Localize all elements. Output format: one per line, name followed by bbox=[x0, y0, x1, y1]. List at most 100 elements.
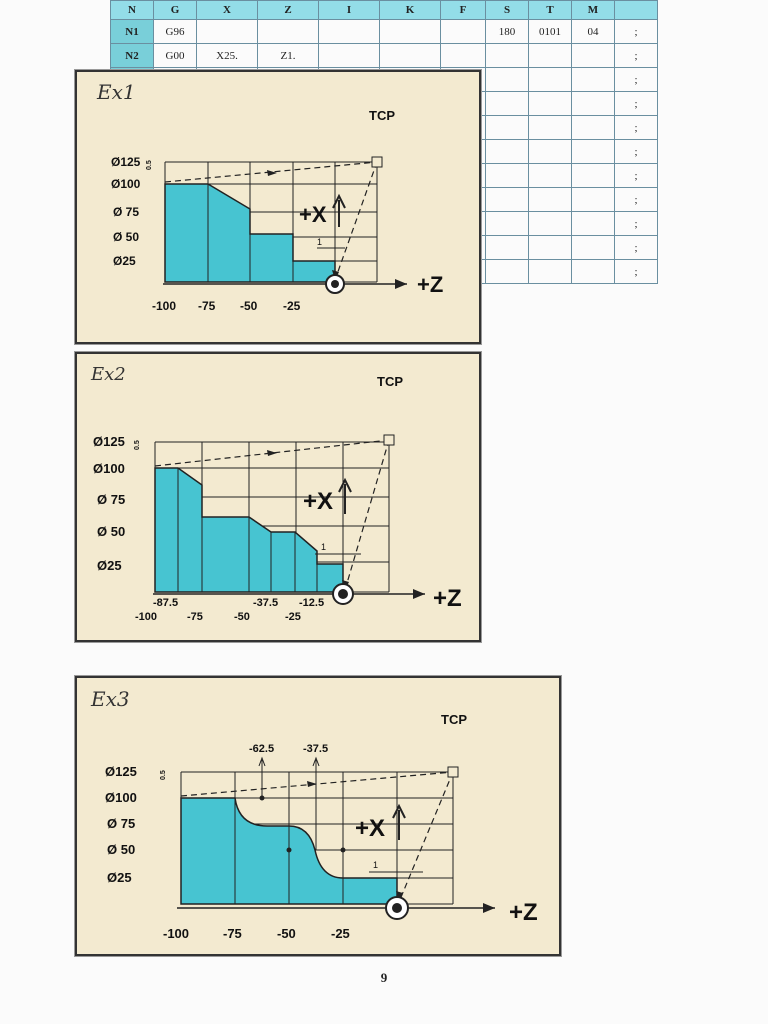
table-cell: ; bbox=[614, 43, 658, 68]
column-header: K bbox=[379, 0, 441, 20]
table-cell bbox=[485, 163, 529, 188]
column-header: M bbox=[571, 0, 615, 20]
table-cell bbox=[318, 43, 380, 68]
table-row: N1 G96 180 0101 04; bbox=[110, 19, 658, 44]
y-label-125: Ø125 bbox=[105, 764, 137, 779]
x-label-minus25: -25 bbox=[331, 926, 350, 941]
y-label-75: Ø 75 bbox=[113, 205, 139, 219]
dim-label: 1 bbox=[373, 860, 378, 870]
table-cell: X25. bbox=[196, 43, 258, 68]
table-cell: G96 bbox=[153, 19, 197, 44]
table-cell: G00 bbox=[153, 43, 197, 68]
table-cell bbox=[485, 139, 529, 164]
x-label-minus37-5: -37.5 bbox=[253, 597, 278, 609]
plus-z-label: +Z bbox=[509, 899, 538, 926]
x-label-minus75: -75 bbox=[198, 299, 216, 313]
column-header: X bbox=[196, 0, 258, 20]
table-row: N2 G00 X25. Z1.; bbox=[110, 43, 658, 68]
table-cell bbox=[571, 67, 615, 92]
table-cell bbox=[528, 139, 572, 164]
table-cell bbox=[485, 235, 529, 260]
table-cell bbox=[485, 43, 529, 68]
plus-x-label: +X bbox=[303, 488, 333, 515]
table-cell bbox=[571, 211, 615, 236]
table-cell: Z1. bbox=[257, 43, 319, 68]
x-label-minus50: -50 bbox=[234, 611, 250, 623]
page-number: 9 bbox=[380, 970, 388, 985]
y-label-125: Ø125 bbox=[93, 434, 125, 449]
table-cell: N2 bbox=[110, 43, 154, 68]
table-cell: ; bbox=[614, 19, 658, 44]
table-cell: ; bbox=[614, 67, 658, 92]
example-2-label: Ex2 bbox=[90, 364, 126, 385]
example-1-label: Ex1 bbox=[96, 80, 136, 104]
y-label-50: Ø 50 bbox=[113, 230, 139, 244]
tcp-label: TCP bbox=[441, 712, 467, 727]
allowance-label: 0.5 bbox=[134, 440, 141, 450]
x-label-minus12-5: -12.5 bbox=[299, 597, 324, 609]
table-cell bbox=[318, 19, 380, 44]
column-header: G bbox=[153, 0, 197, 20]
table-cell bbox=[528, 67, 572, 92]
example-2-panel: Ex2 TCP +Z +X 1 Ø125 Ø100 Ø 75 Ø 50 Ø25 … bbox=[75, 352, 481, 642]
table-cell: ; bbox=[614, 115, 658, 140]
plus-x-label: +X bbox=[355, 815, 385, 842]
dim-label: 1 bbox=[321, 542, 326, 552]
table-cell bbox=[485, 115, 529, 140]
allowance-label: 0.5 bbox=[146, 160, 153, 170]
x-label-minus25: -25 bbox=[283, 299, 301, 313]
y-label-100: Ø100 bbox=[111, 177, 141, 191]
table-cell bbox=[528, 211, 572, 236]
column-header: T bbox=[528, 0, 572, 20]
table-cell bbox=[571, 163, 615, 188]
table-cell bbox=[485, 259, 529, 284]
example-1-drawing: Ex1 TCP +Z +X 1 Ø125 Ø100 Ø 75 Ø 50 Ø25 … bbox=[96, 80, 443, 313]
column-header: I bbox=[318, 0, 380, 20]
table-cell bbox=[485, 67, 529, 92]
plus-z-label: +Z bbox=[417, 272, 443, 297]
table-cell: ; bbox=[614, 139, 658, 164]
y-label-25: Ø25 bbox=[113, 254, 136, 268]
example-3-label: Ex3 bbox=[90, 687, 130, 711]
table-cell bbox=[485, 91, 529, 116]
table-cell: N1 bbox=[110, 19, 154, 44]
table-cell bbox=[528, 259, 572, 284]
x-label-minus100: -100 bbox=[135, 611, 157, 623]
x-label-minus87-5: -87.5 bbox=[153, 597, 178, 609]
example-1-panel: Ex1 TCP +Z +X 1 Ø125 Ø100 Ø 75 Ø 50 Ø25 … bbox=[75, 70, 481, 344]
table-cell bbox=[528, 91, 572, 116]
table-cell bbox=[485, 187, 529, 212]
x-label-minus62-5: -62.5 bbox=[249, 743, 274, 755]
column-header: Z bbox=[257, 0, 319, 20]
plus-z-label: +Z bbox=[433, 585, 462, 612]
y-label-125: Ø125 bbox=[111, 155, 141, 169]
example-2-drawing: Ex2 TCP +Z +X 1 Ø125 Ø100 Ø 75 Ø 50 Ø25 … bbox=[90, 364, 462, 623]
table-cell bbox=[571, 235, 615, 260]
dim-label: 1 bbox=[317, 237, 322, 247]
table-cell bbox=[379, 43, 441, 68]
column-header bbox=[614, 0, 658, 20]
table-cell: ; bbox=[614, 91, 658, 116]
y-label-100: Ø100 bbox=[93, 461, 125, 476]
y-label-75: Ø 75 bbox=[107, 816, 135, 831]
y-label-25: Ø25 bbox=[107, 870, 132, 885]
tcp-label: TCP bbox=[377, 374, 403, 389]
table-cell bbox=[571, 43, 615, 68]
table-cell bbox=[528, 235, 572, 260]
column-header: F bbox=[440, 0, 486, 20]
x-label-minus75: -75 bbox=[223, 926, 242, 941]
table-cell bbox=[571, 139, 615, 164]
table-cell bbox=[485, 211, 529, 236]
plus-x-label: +X bbox=[299, 202, 327, 227]
x-label-minus37-5: -37.5 bbox=[303, 743, 328, 755]
table-cell bbox=[196, 19, 258, 44]
table-cell: ; bbox=[614, 235, 658, 260]
table-cell bbox=[528, 163, 572, 188]
x-label-minus50: -50 bbox=[240, 299, 258, 313]
example-3-drawing: Ex3 TCP +Z +X 1 Ø125 Ø100 Ø 75 Ø 50 Ø25 … bbox=[90, 687, 538, 941]
y-label-50: Ø 50 bbox=[97, 524, 125, 539]
table-cell bbox=[379, 19, 441, 44]
table-cell: ; bbox=[614, 211, 658, 236]
table-cell: 180 bbox=[485, 19, 529, 44]
x-label-minus100: -100 bbox=[163, 926, 189, 941]
